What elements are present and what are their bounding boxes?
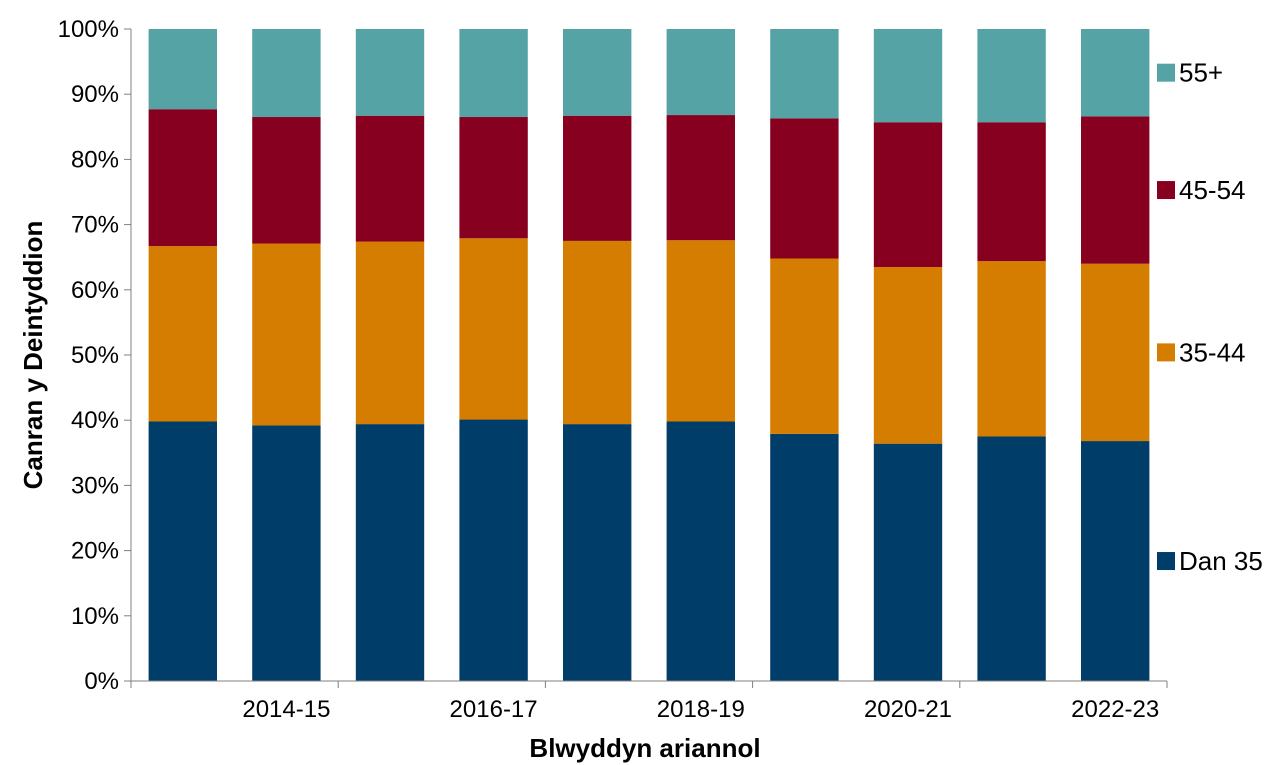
bar-segment-2021-22-3	[977, 122, 1046, 262]
y-tick-label: 100%	[58, 16, 119, 43]
y-tick-label: 50%	[71, 342, 119, 369]
bar-segment-2016-17-1	[459, 419, 528, 681]
bar-segment-2017-18-1	[563, 424, 632, 681]
bar-segment-2019-20-3	[770, 118, 839, 259]
bar-segment-2018-19-4	[666, 29, 735, 116]
bar-segment-2017-18-3	[563, 115, 632, 241]
y-tick-label: 30%	[71, 472, 119, 499]
bar-segment-2022-23-1	[1081, 441, 1150, 681]
y-tick-label: 80%	[71, 146, 119, 173]
bar-segment-2014-15-1	[252, 425, 321, 681]
legend-swatch	[1157, 181, 1175, 200]
bar-segment-2013-14-4	[148, 29, 217, 110]
legend-label: 55+	[1179, 58, 1223, 88]
bar-segment-2014-15-2	[252, 243, 321, 426]
bar-segment-2014-15-4	[252, 29, 321, 118]
y-tick-label: 70%	[71, 212, 119, 239]
bar-segment-2015-16-4	[355, 29, 425, 116]
y-tick-label: 10%	[71, 603, 119, 630]
legend-swatch	[1157, 343, 1175, 362]
bar-segment-2022-23-4	[1081, 29, 1150, 117]
bar-segment-2015-16-2	[355, 241, 425, 425]
x-tick-label: 2020-21	[864, 696, 952, 723]
y-tick-label: 60%	[71, 277, 119, 304]
bar-segment-2018-19-2	[666, 240, 735, 422]
bar-segment-2017-18-4	[563, 29, 632, 116]
x-tick-label: 2016-17	[450, 696, 538, 723]
legend-label: 35-44	[1179, 337, 1246, 367]
legend-swatch	[1157, 63, 1175, 82]
bar-segment-2021-22-4	[977, 29, 1046, 123]
bars-layer	[148, 29, 1150, 681]
bar-segment-2016-17-4	[459, 29, 528, 118]
x-tick-label: 2018-19	[657, 696, 745, 723]
bar-segment-2021-22-1	[977, 436, 1046, 681]
legend-label: Dan 35	[1179, 546, 1263, 576]
bar-segment-2017-18-2	[563, 240, 632, 425]
bar-segment-2013-14-2	[148, 246, 217, 422]
axes-layer: 0% 10% 20% 30% 40% 50% 60% 70% 80% 90% 100% 2014-15…	[58, 16, 1168, 723]
legend-swatch	[1157, 552, 1175, 571]
bar-segment-2020-21-1	[873, 443, 943, 681]
y-axis-title: Canran y Deintyddion	[18, 221, 48, 490]
bar-segment-2016-17-3	[459, 117, 528, 239]
bar-segment-2018-19-1	[666, 421, 735, 681]
x-tick-label: 2022-23	[1071, 696, 1159, 723]
y-tick-label: 40%	[71, 407, 119, 434]
bar-segment-2014-15-3	[252, 117, 321, 244]
bar-segment-2019-20-1	[770, 433, 839, 681]
y-tick-label: 0%	[84, 668, 119, 695]
bar-segment-2022-23-3	[1081, 116, 1150, 264]
legend: Dan 35 35-44 45-54 55+	[1157, 58, 1263, 576]
bar-segment-2019-20-4	[770, 29, 839, 119]
bar-segment-2013-14-1	[148, 421, 217, 681]
bar-segment-2015-16-3	[355, 115, 425, 242]
bar-segment-2020-21-3	[873, 122, 943, 267]
y-tick-label: 90%	[71, 81, 119, 108]
bar-segment-2020-21-2	[873, 266, 943, 444]
bar-segment-2019-20-2	[770, 258, 839, 434]
x-tick-label: 2014-15	[242, 696, 330, 723]
bar-segment-2020-21-4	[873, 29, 943, 123]
bar-segment-2016-17-2	[459, 238, 528, 420]
bar-segment-2021-22-2	[977, 261, 1046, 437]
bar-segment-2015-16-1	[355, 424, 425, 681]
legend-label: 45-54	[1179, 175, 1246, 205]
bar-segment-2018-19-3	[666, 115, 735, 241]
x-axis-title: Blwyddyn ariannol	[529, 733, 760, 763]
bar-segment-2013-14-3	[148, 109, 217, 247]
y-tick-label: 20%	[71, 538, 119, 565]
bar-segment-2022-23-2	[1081, 263, 1150, 442]
